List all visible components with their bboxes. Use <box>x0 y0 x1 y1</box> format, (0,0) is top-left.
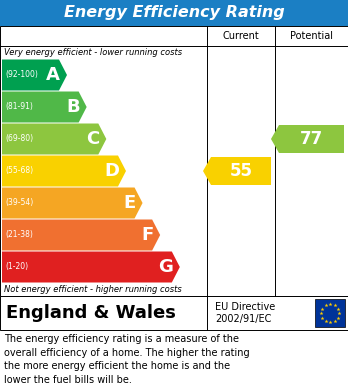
Text: (69-80): (69-80) <box>5 135 33 143</box>
Bar <box>315 299 345 327</box>
Text: (21-38): (21-38) <box>5 231 33 240</box>
Text: The energy efficiency rating is a measure of the
overall efficiency of a home. T: The energy efficiency rating is a measur… <box>4 334 250 385</box>
Bar <box>0 0 348 26</box>
Text: England & Wales: England & Wales <box>6 304 176 322</box>
Polygon shape <box>2 59 67 90</box>
Text: Energy Efficiency Rating: Energy Efficiency Rating <box>64 5 284 20</box>
Text: Very energy efficient - lower running costs: Very energy efficient - lower running co… <box>4 48 182 57</box>
Polygon shape <box>271 125 344 153</box>
Text: F: F <box>141 226 153 244</box>
Text: E: E <box>123 194 136 212</box>
Polygon shape <box>2 91 87 122</box>
Polygon shape <box>2 156 126 187</box>
Polygon shape <box>2 251 180 283</box>
Text: G: G <box>158 258 173 276</box>
Text: 77: 77 <box>300 130 323 148</box>
Text: A: A <box>46 66 60 84</box>
Text: D: D <box>104 162 119 180</box>
Text: B: B <box>66 98 80 116</box>
Text: Current: Current <box>223 31 259 41</box>
Polygon shape <box>203 157 271 185</box>
Text: (81-91): (81-91) <box>5 102 33 111</box>
Text: (39-54): (39-54) <box>5 199 33 208</box>
Text: Potential: Potential <box>290 31 333 41</box>
Text: (92-100): (92-100) <box>5 70 38 79</box>
Bar <box>0 296 348 330</box>
Text: (55-68): (55-68) <box>5 167 33 176</box>
Text: C: C <box>86 130 99 148</box>
Text: (1-20): (1-20) <box>5 262 28 271</box>
Polygon shape <box>2 188 143 219</box>
Bar <box>0 26 348 296</box>
Polygon shape <box>2 124 106 154</box>
Text: EU Directive
2002/91/EC: EU Directive 2002/91/EC <box>215 302 275 324</box>
Polygon shape <box>2 219 160 251</box>
Text: Not energy efficient - higher running costs: Not energy efficient - higher running co… <box>4 285 182 294</box>
Text: 55: 55 <box>229 162 253 180</box>
